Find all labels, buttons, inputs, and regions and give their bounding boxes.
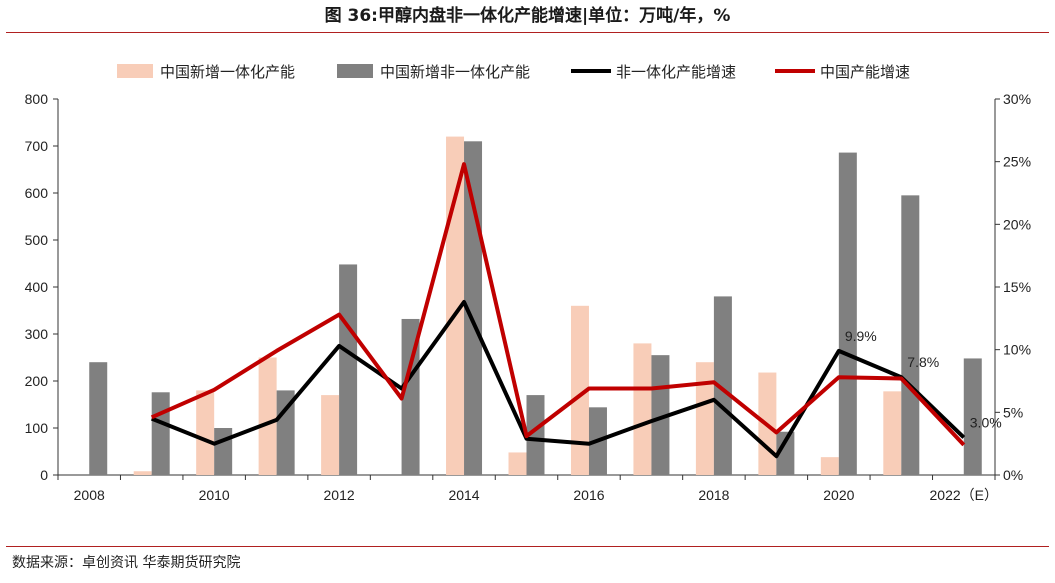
source-note: 数据来源：卓创资讯 华泰期货研究院 (12, 555, 241, 571)
x-tick-label: 2016 (573, 487, 604, 503)
bar-integrated (633, 343, 652, 475)
chart-title: 图 36:甲醇内盘非一体化产能增速|单位：万吨/年，% (324, 6, 731, 26)
bar-non-integrated (151, 392, 170, 475)
bar-non-integrated (214, 428, 233, 475)
legend-swatch (117, 64, 153, 78)
legend-label: 中国产能增速 (820, 63, 910, 81)
bar-integrated (258, 357, 277, 475)
left-tick-label: 700 (25, 138, 49, 154)
x-tick-label: 2018 (698, 487, 729, 503)
line-china-growth (150, 162, 966, 447)
left-tick-label: 600 (25, 185, 49, 201)
bar-integrated (321, 395, 340, 475)
left-tick-label: 500 (25, 232, 49, 248)
right-tick-label: 30% (1003, 91, 1031, 107)
data-label: 9.9% (845, 328, 877, 344)
x-tick-label: 2020 (823, 487, 854, 503)
line-non-integrated-growth (150, 300, 966, 459)
right-tick-label: 25% (1003, 154, 1031, 170)
right-tick-label: 20% (1003, 216, 1031, 232)
x-tick-label: 2008 (74, 487, 105, 503)
data-label: 3.0% (970, 414, 1002, 430)
title-bar: 图 36:甲醇内盘非一体化产能增速|单位：万吨/年，% (0, 0, 1055, 32)
bar-integrated (695, 362, 714, 475)
left-tick-label: 200 (25, 373, 49, 389)
bar-integrated (883, 391, 902, 475)
bar-non-integrated (339, 264, 358, 475)
x-tick-label: 2012 (324, 487, 355, 503)
legend-label: 中国新增一体化产能 (160, 63, 295, 81)
left-tick-label: 300 (25, 326, 49, 342)
bar-integrated (820, 457, 839, 475)
bar-non-integrated (651, 355, 670, 475)
left-tick-label: 800 (25, 91, 49, 107)
legend-swatch (337, 64, 373, 78)
title-divider (6, 32, 1049, 33)
legend-label: 中国新增非一体化产能 (380, 63, 530, 81)
bar-non-integrated (901, 195, 920, 475)
bar-non-integrated (89, 362, 108, 475)
bar-integrated (508, 452, 527, 475)
x-tick-label: 2014 (448, 487, 479, 503)
bar-non-integrated (963, 358, 982, 475)
x-tick-label: 2022（E） (930, 487, 998, 503)
bar-non-integrated (838, 152, 857, 475)
bar-non-integrated (713, 296, 732, 475)
right-tick-label: 10% (1003, 342, 1031, 358)
bar-non-integrated (526, 395, 545, 475)
legend-label: 非一体化产能增速 (616, 63, 736, 81)
bar-non-integrated (776, 431, 795, 475)
right-tick-label: 5% (1003, 404, 1023, 420)
right-tick-label: 0% (1003, 467, 1023, 483)
left-tick-label: 400 (25, 279, 49, 295)
bar-integrated (133, 471, 152, 475)
data-label: 7.8% (907, 354, 939, 370)
footer-divider (6, 546, 1049, 547)
x-tick-label: 2010 (199, 487, 230, 503)
bar-integrated (196, 390, 215, 475)
left-tick-label: 100 (25, 420, 49, 436)
bar-non-integrated (401, 318, 420, 475)
left-tick-label: 0 (40, 467, 48, 483)
bar-integrated (570, 305, 589, 475)
right-tick-label: 15% (1003, 279, 1031, 295)
